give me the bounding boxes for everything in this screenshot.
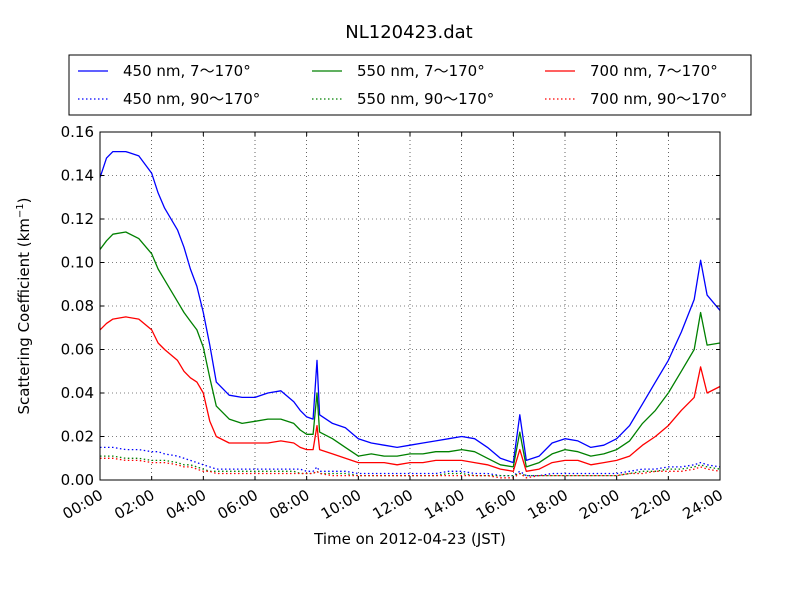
legend: 450 nm, 7～170° 550 nm, 7～170° 700 nm, 7～17… bbox=[68, 54, 752, 116]
series-line-2 bbox=[99, 316, 721, 472]
x-tick-label: 00:00 bbox=[60, 486, 106, 523]
x-tick-label: 16:00 bbox=[473, 486, 519, 523]
y-tick-label: 0.02 bbox=[61, 428, 94, 446]
x-tick-label: 22:00 bbox=[628, 486, 674, 523]
y-axis-label-main: Scattering Coefficient (km bbox=[15, 218, 33, 414]
y-tick-label: 0.06 bbox=[61, 341, 94, 359]
series-layer bbox=[99, 150, 721, 479]
y-tick-label: 0.10 bbox=[61, 254, 94, 272]
x-tick-label: 12:00 bbox=[370, 486, 416, 523]
y-axis-label-superscript: −1 bbox=[15, 203, 26, 218]
x-tick-label: 20:00 bbox=[576, 486, 622, 523]
legend-label-5: 700 nm, 90～170° bbox=[590, 90, 727, 108]
y-tick-label: 0.04 bbox=[61, 384, 94, 402]
ticks: 00:00 02:00 04:00 06:00 08:00 10:00 12:00 14:00… bbox=[60, 123, 726, 523]
x-tick-label: 24:00 bbox=[680, 486, 726, 523]
y-tick-label: 0.14 bbox=[61, 167, 94, 185]
y-axis-label: Scattering Coefficient (km−1) bbox=[15, 197, 33, 414]
y-axis-label-end: ) bbox=[15, 197, 33, 203]
x-tick-label: 18:00 bbox=[525, 486, 571, 523]
series-line-5 bbox=[100, 457, 721, 479]
y-tick-label: 0.16 bbox=[61, 123, 94, 141]
x-tick-label: 08:00 bbox=[266, 486, 312, 523]
legend-label-1: 550 nm, 7～170° bbox=[357, 62, 485, 80]
x-tick-label: 06:00 bbox=[215, 486, 261, 523]
y-tick-label: 0.08 bbox=[61, 297, 94, 315]
legend-label-3: 450 nm, 90～170° bbox=[123, 90, 260, 108]
legend-box bbox=[68, 54, 752, 116]
grid bbox=[100, 132, 720, 480]
y-tick-label: 0.12 bbox=[61, 210, 94, 228]
series-line-0 bbox=[99, 150, 721, 464]
legend-label-0: 450 nm, 7～170° bbox=[123, 62, 251, 80]
legend-label-4: 550 nm, 90～170° bbox=[357, 90, 494, 108]
x-tick-label: 10:00 bbox=[318, 486, 364, 523]
series-line-4 bbox=[100, 455, 721, 477]
x-tick-label: 04:00 bbox=[163, 486, 209, 523]
y-tick-label: 0.00 bbox=[61, 471, 94, 489]
chart-title: NL120423.dat bbox=[345, 22, 472, 43]
x-tick-label: 14:00 bbox=[421, 486, 467, 523]
legend-label-2: 700 nm, 7～170° bbox=[590, 62, 718, 80]
x-axis-label: Time on 2012-04-23 (JST) bbox=[313, 530, 506, 548]
series-line-3 bbox=[100, 446, 721, 477]
series-line-1 bbox=[99, 231, 721, 468]
x-tick-label: 02:00 bbox=[111, 486, 157, 523]
